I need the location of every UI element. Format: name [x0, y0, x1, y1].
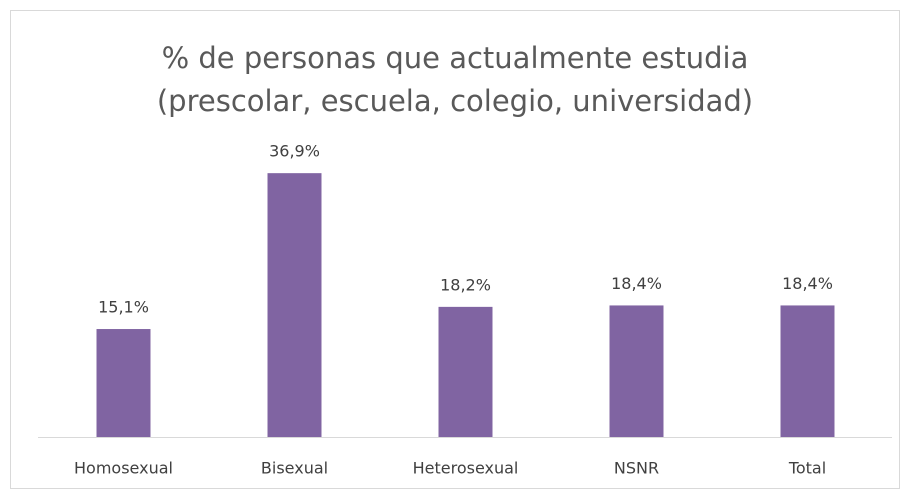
data-label: 18,2%	[440, 275, 491, 294]
chart-title: % de personas que actualmente estudia	[162, 41, 749, 75]
x-tick-label: Total	[788, 459, 826, 478]
data-label: 18,4%	[611, 274, 662, 293]
x-tick-label: NSNR	[614, 459, 659, 478]
bar	[780, 305, 835, 437]
data-label: 36,9%	[269, 142, 320, 161]
x-tick-label: Homosexual	[74, 459, 173, 478]
bar	[96, 329, 151, 437]
data-label: 18,4%	[782, 274, 833, 293]
data-label: 15,1%	[98, 298, 149, 317]
bar	[438, 306, 493, 437]
bar	[267, 173, 322, 438]
x-tick-label: Heterosexual	[413, 459, 519, 478]
x-tick-label: Bisexual	[261, 459, 328, 478]
bar	[609, 305, 664, 437]
chart-title: (prescolar, escuela, colegio, universida…	[157, 84, 753, 118]
